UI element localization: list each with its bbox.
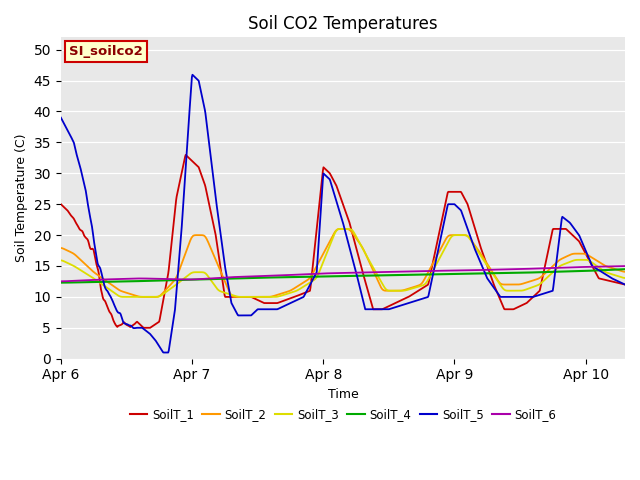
SoilT_1 [115,323,122,329]
Title: Soil CO2 Temperatures: Soil CO2 Temperatures [248,15,438,33]
SoilT_4 [57,280,65,286]
SoilT_1 [140,325,148,331]
Line: SoilT_6: SoilT_6 [61,266,625,281]
SoilT_5 [189,72,196,78]
SoilT_3 [306,280,314,286]
SoilT_3 [285,290,293,296]
Y-axis label: Soil Temperature (C): Soil Temperature (C) [15,134,28,262]
SoilT_2 [445,232,453,238]
SoilT_5 [498,294,506,300]
SoilT_3 [621,275,629,281]
Line: SoilT_2: SoilT_2 [61,229,625,297]
SoilT_6 [115,276,122,282]
Line: SoilT_5: SoilT_5 [61,75,625,352]
SoilT_5 [57,115,65,120]
SoilT_2 [306,275,314,281]
SoilT_5 [621,282,629,288]
SoilT_3 [498,284,506,290]
SoilT_2 [621,269,629,275]
SoilT_4 [115,279,122,285]
SoilT_3 [57,257,65,263]
SoilT_3 [445,237,453,243]
SoilT_5 [508,294,516,300]
SoilT_2 [143,294,150,300]
SoilT_1 [498,300,506,306]
SoilT_4 [497,270,504,276]
SoilT_2 [498,281,506,287]
SoilT_4 [621,266,629,272]
SoilT_6 [507,266,515,272]
SoilT_1 [286,296,294,301]
SoilT_3 [123,294,131,300]
SoilT_1 [57,201,65,207]
X-axis label: Time: Time [328,388,358,401]
SoilT_6 [57,278,65,284]
SoilT_2 [57,245,65,251]
SoilT_2 [339,226,347,232]
SoilT_1 [182,152,189,158]
SoilT_2 [115,287,122,292]
SoilT_5 [115,310,122,316]
SoilT_4 [444,271,452,277]
SoilT_5 [307,281,314,287]
SoilT_6 [621,263,629,269]
SoilT_4 [285,274,293,280]
SoilT_2 [285,288,293,294]
SoilT_5 [160,349,168,355]
SoilT_1 [307,285,314,290]
SoilT_1 [445,189,453,195]
SoilT_3 [508,288,516,294]
SoilT_4 [305,274,313,280]
SoilT_2 [508,282,516,288]
Line: SoilT_4: SoilT_4 [61,269,625,283]
SoilT_6 [285,272,293,278]
Line: SoilT_1: SoilT_1 [61,155,625,328]
SoilT_4 [507,270,515,276]
SoilT_3 [115,293,122,299]
SoilT_6 [305,271,313,277]
Line: SoilT_3: SoilT_3 [61,229,625,297]
Text: SI_soilco2: SI_soilco2 [69,45,143,58]
SoilT_6 [497,267,504,273]
SoilT_3 [339,226,347,232]
Legend: SoilT_1, SoilT_2, SoilT_3, SoilT_4, SoilT_5, SoilT_6: SoilT_1, SoilT_2, SoilT_3, SoilT_4, Soil… [125,403,561,426]
SoilT_6 [444,268,452,274]
SoilT_5 [286,300,294,306]
SoilT_5 [445,201,453,207]
SoilT_1 [508,306,516,312]
SoilT_1 [621,282,629,288]
